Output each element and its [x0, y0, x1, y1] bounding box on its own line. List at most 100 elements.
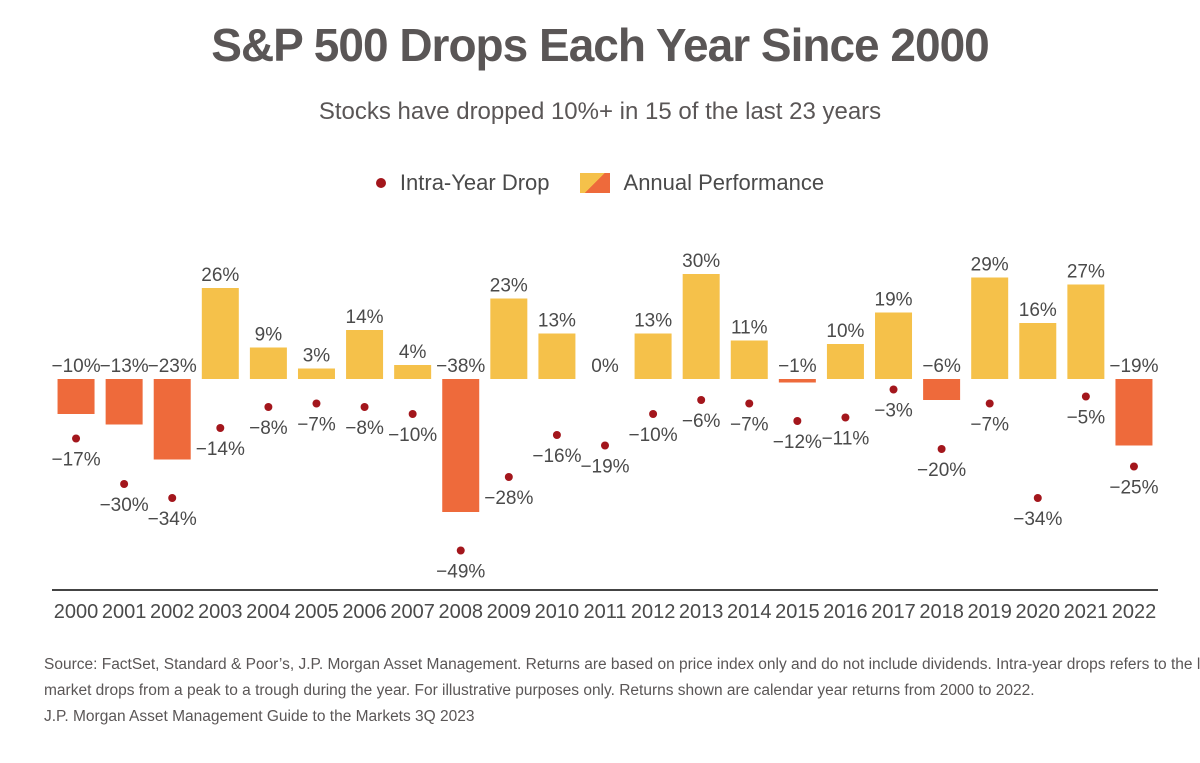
- drop-label-2011: −19%: [580, 457, 629, 478]
- x-tick-2017: 2017: [871, 601, 916, 623]
- drop-label-2004: −8%: [249, 418, 288, 439]
- bar-label-2018: −6%: [922, 356, 961, 377]
- bar-label-2016: 10%: [826, 321, 864, 342]
- bar-label-2013: 30%: [682, 251, 720, 272]
- legend: Intra-Year Drop Annual Performance: [0, 170, 1200, 196]
- x-tick-2022: 2022: [1112, 601, 1157, 623]
- bar-2003: [201, 288, 239, 379]
- x-tick-2002: 2002: [150, 601, 195, 623]
- x-tick-2012: 2012: [631, 601, 676, 623]
- drop-label-2009: −28%: [484, 488, 533, 509]
- bar-2009: [490, 298, 528, 379]
- bar-2021: [1067, 284, 1105, 379]
- drop-label-2002: −34%: [148, 509, 197, 530]
- drop-point-2022: [1129, 462, 1138, 471]
- source-line-3: J.P. Morgan Asset Management Guide to th…: [44, 708, 475, 725]
- bar-label-2012: 13%: [634, 311, 672, 332]
- x-tick-2003: 2003: [198, 601, 243, 623]
- bar-label-2022: −19%: [1109, 356, 1158, 377]
- source-line-2: market drops from a peak to a trough dur…: [44, 682, 1035, 699]
- drop-point-2010: [552, 431, 561, 439]
- bar-label-2001: −13%: [100, 356, 149, 377]
- x-tick-2018: 2018: [919, 601, 964, 623]
- chart-subtitle: Stocks have dropped 10%+ in 15 of the la…: [318, 98, 882, 125]
- chart-title: S&P 500 Drops Each Year Since 2000: [211, 19, 989, 71]
- legend-drop-label: Intra-Year Drop: [399, 170, 550, 195]
- x-tick-2020: 2020: [1016, 601, 1061, 623]
- drop-label-2018: −20%: [917, 460, 966, 481]
- drop-label-2001: −30%: [100, 495, 149, 516]
- bar-label-2004: 9%: [255, 325, 283, 346]
- drop-label-2017: −3%: [874, 401, 913, 422]
- drop-point-2015: [793, 417, 802, 425]
- legend-dot-icon: [375, 178, 386, 188]
- x-tick-2016: 2016: [823, 601, 868, 623]
- drop-point-2000: [72, 434, 81, 443]
- bar-2000: [57, 379, 95, 414]
- bar-label-2002: −23%: [148, 356, 197, 377]
- bar-2005: [297, 368, 335, 379]
- x-tick-2011: 2011: [583, 601, 626, 623]
- source-line-1: Source: FactSet, Standard & Poor’s, J.P.…: [44, 656, 1200, 673]
- x-tick-2021: 2021: [1064, 601, 1109, 623]
- legend-item-drop: Intra-Year Drop: [375, 170, 550, 196]
- bar-label-2011: 0%: [591, 356, 619, 377]
- bar-2015: [778, 379, 816, 383]
- bar-2001: [105, 379, 143, 425]
- drop-point-2014: [745, 399, 754, 408]
- drop-point-2016: [841, 413, 850, 422]
- bar-2006: [346, 330, 384, 379]
- drop-label-2019: −7%: [970, 415, 1009, 436]
- drop-point-2018: [937, 445, 946, 453]
- bar-2002: [153, 379, 191, 460]
- drop-label-2007: −10%: [388, 425, 437, 446]
- bar-2018: [923, 379, 961, 400]
- bar-2014: [730, 340, 768, 379]
- drop-point-2019: [985, 399, 994, 408]
- bar-label-2000: −10%: [51, 356, 100, 377]
- bar-2017: [875, 312, 913, 379]
- drop-point-2012: [649, 410, 658, 418]
- drop-label-2006: −8%: [345, 418, 384, 439]
- x-tick-2007: 2007: [390, 601, 435, 623]
- bar-label-2015: −1%: [778, 356, 817, 377]
- drop-point-2009: [504, 473, 513, 481]
- drop-point-2005: [312, 399, 321, 408]
- drop-point-2011: [601, 441, 609, 450]
- drop-label-2012: −10%: [629, 425, 678, 446]
- drop-point-2002: [168, 494, 177, 502]
- bar-label-2005: 3%: [303, 346, 331, 367]
- bar-label-2019: 29%: [971, 255, 1009, 276]
- bar-2008: [442, 379, 480, 512]
- drop-point-2013: [697, 396, 706, 404]
- x-tick-2001: 2001: [102, 601, 147, 623]
- bar-2004: [249, 347, 287, 379]
- drop-label-2013: −6%: [682, 411, 721, 432]
- drop-point-2017: [889, 385, 898, 394]
- bar-2022: [1115, 379, 1153, 446]
- source-note: Source: FactSet, Standard & Poor’s, J.P.…: [44, 652, 1200, 730]
- drop-label-2014: −7%: [730, 415, 769, 436]
- drop-label-2008: −49%: [436, 562, 485, 583]
- drop-point-2001: [120, 480, 129, 488]
- x-tick-2004: 2004: [246, 601, 291, 623]
- x-tick-2006: 2006: [342, 601, 387, 623]
- x-tick-2000: 2000: [54, 601, 99, 623]
- drop-label-2015: −12%: [773, 432, 822, 453]
- drop-label-2016: −11%: [822, 429, 870, 450]
- bar-2010: [538, 333, 576, 379]
- x-tick-2015: 2015: [775, 601, 820, 623]
- legend-item-performance: Annual Performance: [579, 170, 825, 196]
- x-tick-2019: 2019: [967, 601, 1012, 623]
- bar-label-2009: 23%: [490, 276, 528, 297]
- chart-plot: −10% −17% 2000 −13% −30% 2001 −23% −34% 2002 26% −…: [51, 251, 1158, 623]
- legend-performance-label: Annual Performance: [623, 170, 825, 195]
- x-tick-2008: 2008: [438, 601, 483, 623]
- bar-2007: [394, 365, 432, 379]
- bar-2013: [682, 274, 720, 379]
- bar-label-2014: 11%: [731, 318, 768, 339]
- drop-point-2007: [408, 410, 417, 418]
- drop-label-2021: −5%: [1067, 408, 1106, 429]
- bar-2019: [971, 277, 1009, 379]
- bar-2016: [826, 344, 864, 379]
